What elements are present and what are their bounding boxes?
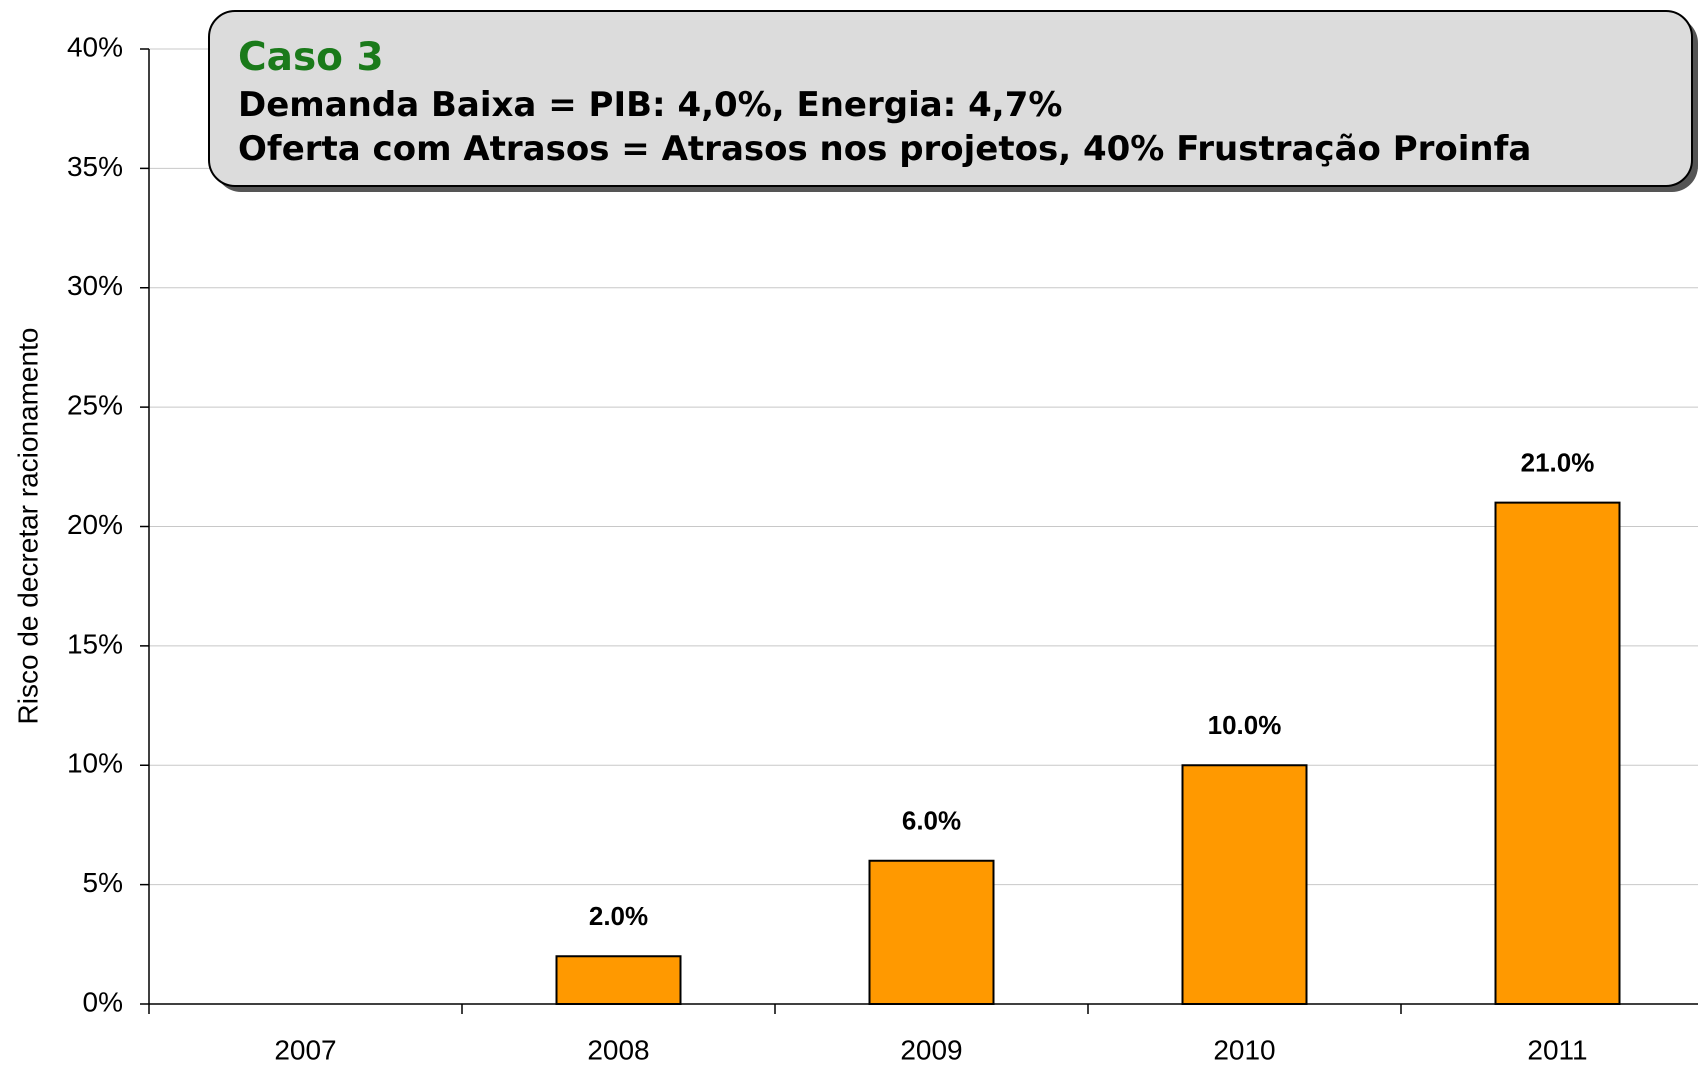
x-tick-label: 2008 <box>587 1034 649 1065</box>
x-tick-label: 2009 <box>900 1034 962 1065</box>
bar <box>868 859 995 1005</box>
bar <box>1494 501 1621 1005</box>
y-tick-label: 40% <box>67 31 123 62</box>
y-tick-label: 0% <box>83 986 123 1017</box>
y-tick-label: 20% <box>67 509 123 540</box>
value-label: 6.0% <box>902 806 961 836</box>
x-tick-label: 2007 <box>274 1034 336 1065</box>
value-label: 2.0% <box>589 901 648 931</box>
value-label: 21.0% <box>1521 448 1595 478</box>
y-tick-label: 25% <box>67 390 123 421</box>
annotation-box <box>208 10 1693 187</box>
bar <box>1181 764 1308 1005</box>
y-tick-label: 5% <box>83 867 123 898</box>
y-tick-label: 15% <box>67 628 123 659</box>
y-tick-label: 10% <box>67 748 123 779</box>
value-label: 10.0% <box>1208 710 1282 740</box>
annotation-line: Demanda Baixa = PIB: 4,0%, Energia: 4,7% <box>238 85 1062 125</box>
plot-area: 0% 5% 10% 15% 20% 25% 30% 35% 40% 2007 2008 2.0% 200… <box>67 31 1698 1065</box>
annotation-title: Caso 3 <box>238 35 384 80</box>
y-axis-title: Risco de decretar racionamento <box>12 328 43 725</box>
x-tick-label: 2010 <box>1213 1034 1275 1065</box>
annotation-line: Oferta com Atrasos = Atrasos nos projeto… <box>238 129 1531 169</box>
y-tick-label: 35% <box>67 151 123 182</box>
bar <box>555 955 682 1005</box>
y-tick-label: 30% <box>67 270 123 301</box>
x-tick-label: 2011 <box>1527 1034 1587 1065</box>
